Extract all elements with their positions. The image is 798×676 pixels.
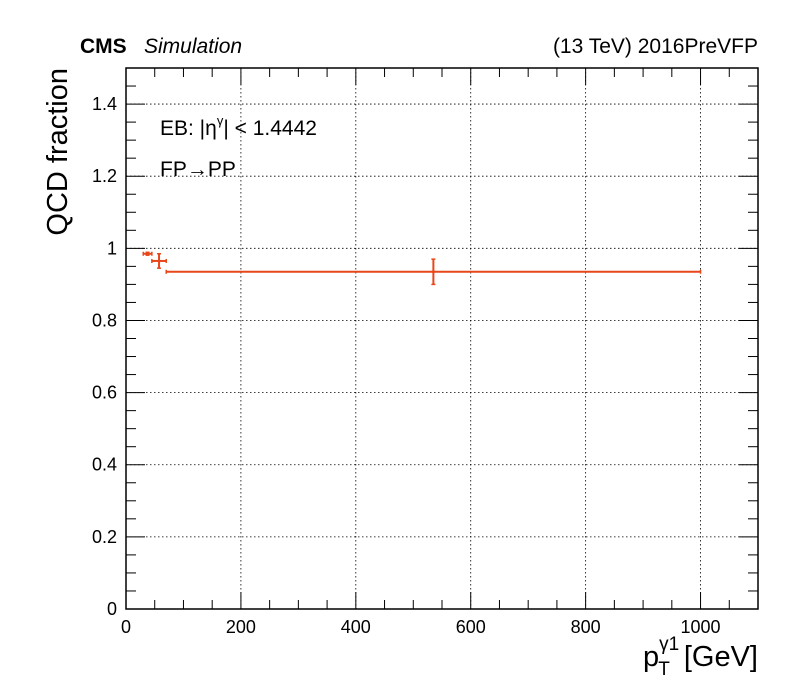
data-marker (431, 270, 435, 274)
x-title-unit: [GeV] (684, 641, 758, 673)
x-tick-label: 0 (121, 617, 131, 637)
data-series (142, 251, 702, 286)
x-tick-label: 800 (571, 617, 601, 637)
data-point (142, 251, 153, 256)
transition-from: FP (160, 158, 187, 181)
data-marker (157, 259, 161, 263)
region-prefix: EB: |η (160, 117, 217, 140)
y-tick-label: 0.2 (92, 527, 117, 547)
axis-ticks (125, 67, 759, 610)
region-suffix: | < 1.4442 (223, 117, 317, 140)
x-title-main: p (643, 641, 659, 673)
x-tick-label: 1000 (681, 617, 721, 637)
x-tick-label: 400 (341, 617, 371, 637)
region-annotation: EB: |ηγ| < 1.4442 (160, 113, 317, 140)
x-title-subscript: T (658, 659, 670, 676)
y-tick-label: 0.4 (92, 455, 117, 475)
data-marker (146, 252, 150, 256)
y-tick-label: 1.2 (92, 166, 117, 186)
grid-lines (126, 68, 758, 609)
y-tick-label: 1.4 (92, 94, 117, 114)
x-title-superscript: γ1 (659, 634, 679, 655)
region-superscript: γ (217, 113, 224, 128)
simulation-label: Simulation (144, 35, 242, 58)
x-axis-title: pγ1 T [GeV] (643, 634, 758, 676)
y-tick-label: 0.6 (92, 383, 117, 403)
energy-era-label: (13 TeV) 2016PreVFP (553, 35, 758, 58)
transition-arrow: → (187, 158, 208, 181)
transition-to: PP (208, 158, 236, 181)
transition-annotation: FP→PP (160, 158, 236, 181)
x-tick-label: 600 (456, 617, 486, 637)
y-axis-title: QCD fraction (42, 68, 74, 236)
data-point (165, 258, 702, 286)
cms-label: CMS (80, 35, 127, 58)
data-point (151, 252, 167, 269)
x-tick-label: 200 (226, 617, 256, 637)
y-tick-label: 0.8 (92, 310, 117, 330)
y-tick-label: 1 (107, 238, 117, 258)
tick-labels: 0 200 400 600 800 1000 0 0.2 0.4 0.6 0.8 1 1.2 1.4 (92, 94, 721, 637)
y-tick-label: 0 (107, 599, 117, 619)
